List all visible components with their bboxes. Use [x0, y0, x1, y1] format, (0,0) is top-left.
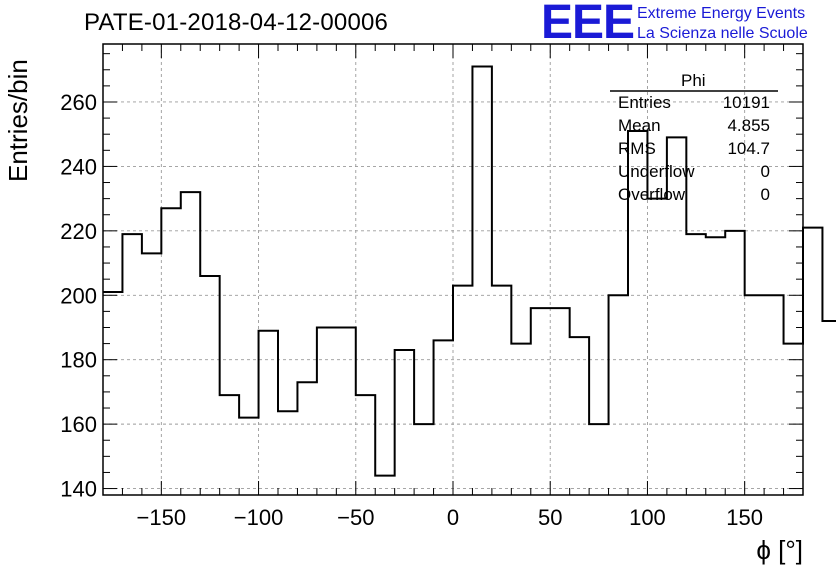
y-tick-label: 240 [60, 154, 97, 179]
y-tick-label: 220 [60, 219, 97, 244]
eee-logo: EEE [541, 0, 635, 49]
histogram-bin [181, 192, 200, 495]
histogram-bin [472, 67, 491, 495]
y-tick-label: 200 [60, 283, 97, 308]
tick-labels: −150 −100 −50 0 50 100 150 140 160 180 200 220 240 26… [60, 90, 778, 530]
histogram-bin [492, 286, 511, 495]
histogram-bin [375, 476, 394, 495]
histogram-bin [336, 327, 355, 495]
x-tick-label: 0 [447, 505, 459, 530]
histogram-bin [414, 424, 433, 495]
histogram-bin [803, 228, 822, 495]
plot-frame [102, 43, 804, 496]
y-tick-label: 180 [60, 348, 97, 373]
histogram-bin [745, 295, 764, 495]
histogram-bin [531, 308, 550, 495]
x-tick-label: −100 [234, 505, 284, 530]
histogram-bin [647, 199, 666, 495]
stats-value: 104.7 [727, 139, 770, 158]
stats-row-entries: Entries 10191 [618, 93, 770, 115]
stats-row-overflow: Overflow 0 [618, 185, 770, 207]
histogram-bin [609, 295, 628, 495]
histogram-bin [317, 327, 336, 495]
x-tick-label: 150 [726, 505, 763, 530]
histogram-bin [570, 337, 589, 495]
chart-title: PATE-01-2018-04-12-00006 [84, 9, 389, 36]
histogram-bin [122, 234, 141, 495]
histogram-series [103, 65, 836, 495]
stats-value: 10191 [722, 93, 770, 112]
histogram-bin [395, 350, 414, 495]
histogram-bin [356, 395, 375, 495]
histogram-bin [278, 411, 297, 495]
histogram-bin [453, 286, 472, 495]
stats-box-title: Phi [681, 71, 706, 90]
stats-row-mean: Mean 4.855 [618, 116, 770, 138]
stats-key: Overflow [618, 185, 686, 204]
histogram-bin [764, 295, 783, 495]
stats-key: Entries [618, 93, 671, 112]
x-tick-label: −150 [137, 505, 187, 530]
axis-ticks [102, 44, 804, 495]
histogram-bin [434, 340, 453, 495]
histogram-line [103, 65, 836, 477]
x-tick-label: 50 [538, 505, 562, 530]
x-tick-label: −50 [337, 505, 374, 530]
histogram-bin [259, 331, 278, 495]
histogram-bin [239, 418, 258, 495]
y-tick-label: 160 [60, 412, 97, 437]
histogram-bin [589, 424, 608, 495]
x-tick-label: 100 [629, 505, 666, 530]
histogram-bin [686, 234, 705, 495]
logo-text-line1: Extreme Energy Events [637, 5, 806, 22]
histogram-bin [706, 237, 725, 495]
histogram-bin [161, 208, 180, 495]
logo-text-line2: La Scienza nelle Scuole [637, 25, 808, 42]
stats-value: 0 [760, 185, 770, 204]
stats-row-underflow: Underflow 0 [618, 162, 770, 184]
stats-key: Mean [618, 116, 661, 135]
histogram-bin [200, 276, 219, 495]
histogram-bin [220, 395, 239, 495]
histogram-bin [297, 382, 316, 495]
histogram-bin [142, 253, 161, 495]
histogram-bin [725, 231, 744, 495]
stats-value: 0 [760, 162, 770, 181]
x-axis-label: ϕ [°] [756, 535, 803, 565]
y-axis-label: Entries/bin [3, 59, 33, 182]
stats-key: RMS [618, 139, 656, 158]
stats-key: Underflow [618, 162, 695, 181]
histogram-bin [103, 292, 122, 495]
y-tick-label: 140 [60, 477, 97, 502]
histogram-bin [550, 308, 569, 495]
histogram-bin [822, 321, 836, 495]
stats-value: 4.855 [727, 116, 770, 135]
histogram-bin [784, 344, 803, 495]
y-tick-label: 260 [60, 90, 97, 115]
stats-row-rms: RMS 104.7 [618, 139, 770, 161]
histogram-bin [511, 344, 530, 495]
